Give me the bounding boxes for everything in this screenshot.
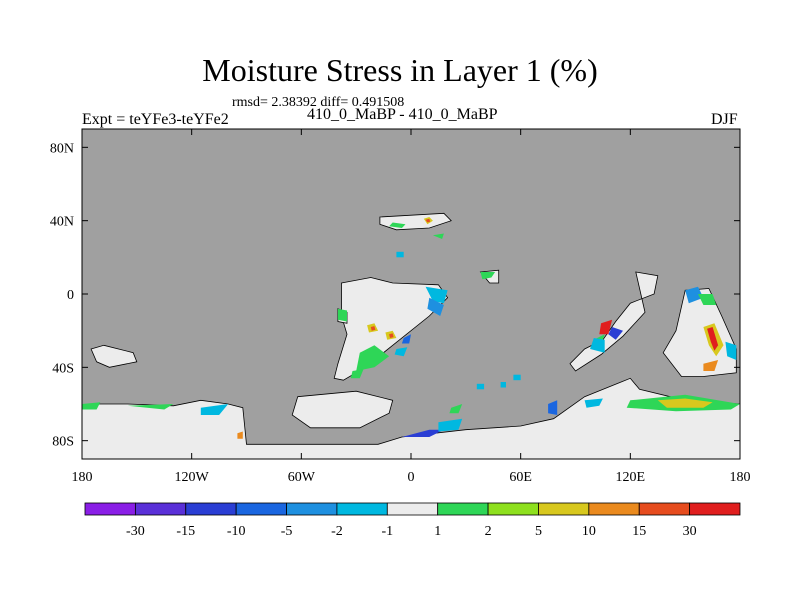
x-tick-label: 120W	[175, 470, 210, 485]
colorbar-label: -10	[227, 524, 246, 539]
land-weddell-shelf	[291, 390, 394, 429]
anomaly-pacific-blue-3	[500, 382, 506, 388]
anomaly-aus-blue	[685, 286, 704, 304]
y-tick-label: 40N	[50, 215, 74, 230]
y-tick-label: 0	[67, 288, 74, 303]
period-label: 410_0_MaBP - 410_0_MaBP	[307, 106, 498, 123]
anomaly-ant-blue-south	[401, 429, 444, 437]
colorbar-swatch	[386, 502, 439, 516]
anomaly-india-cyan	[590, 338, 605, 353]
colorbar-label: -1	[381, 524, 393, 539]
x-tick-label: 0	[408, 470, 415, 485]
anomaly-ant-blue-west	[200, 404, 229, 415]
colorbar-label: 1	[434, 524, 441, 539]
colorbar-swatch	[588, 502, 640, 516]
colorbar-swatch	[487, 502, 539, 516]
anomaly-africa-blue-2	[427, 297, 444, 316]
colorbar-label: -30	[126, 524, 145, 539]
anomaly-ant-green-west	[82, 402, 101, 410]
colorbar-swatch	[235, 502, 287, 516]
anomaly-ant-yellow-east	[657, 398, 713, 408]
colorbar-label: 15	[632, 524, 646, 539]
colorbar-label: 5	[535, 524, 542, 539]
x-tick-label: 180	[72, 470, 93, 485]
anomaly-caribbean-blue	[396, 251, 404, 258]
anomaly-ant-green-west-2	[127, 404, 174, 410]
colorbar-label: -2	[331, 524, 343, 539]
anomaly-africa-red-2	[389, 333, 394, 338]
anomaly-africa-dark-blue	[401, 334, 411, 344]
axis-ticks: 180 120W 60W 0 60E 120E 180 80N 40N 0 40S 80S	[50, 129, 751, 485]
anomaly-africa-green-2	[356, 345, 390, 371]
colorbar: -30 -15 -10 -5 -2 -1 1 2 5 10 15 30	[84, 502, 741, 539]
colorbar-label: 30	[683, 524, 697, 539]
anomaly-india-red	[599, 319, 613, 335]
anomaly-africa-blue-3	[394, 347, 408, 357]
land-south-america-tip	[90, 344, 138, 368]
colorbar-swatch	[134, 502, 187, 516]
anomaly-ant-blue-2	[548, 400, 558, 415]
x-tick-label: 60W	[288, 470, 316, 485]
anomaly-aus-blue-2	[725, 341, 737, 360]
colorbar-swatch	[689, 502, 741, 516]
x-tick-label: 120E	[616, 470, 646, 485]
y-tick-label: 80N	[50, 141, 74, 156]
colorbar-label: 2	[485, 524, 492, 539]
colorbar-swatch	[638, 502, 691, 516]
anomaly-layer	[82, 217, 740, 439]
x-tick-label: 60E	[509, 470, 532, 485]
anomaly-aus-orange	[703, 360, 719, 371]
colorbar-swatch	[185, 502, 237, 516]
anomaly-pacific-blue	[476, 383, 485, 390]
anomaly-med-green-2	[432, 233, 444, 239]
experiment-label: Expt = teYFe3-teYFe2	[82, 111, 229, 128]
colorbar-label: -15	[176, 524, 195, 539]
anomaly-ant-orange	[237, 431, 243, 439]
chart-title: Moisture Stress in Layer 1 (%)	[202, 52, 598, 88]
colorbar-label: -5	[281, 524, 293, 539]
anomaly-africa-blue	[425, 286, 448, 304]
anomaly-med-red	[425, 218, 431, 223]
colorbar-label: 10	[582, 524, 596, 539]
anomaly-arabia-green	[480, 272, 496, 280]
anomaly-africa-green-3	[350, 369, 364, 379]
season-label: DJF	[711, 111, 738, 128]
colorbar-swatch	[84, 502, 136, 516]
colorbar-swatch	[286, 502, 338, 516]
y-tick-label: 80S	[52, 435, 74, 450]
colorbar-swatch	[336, 502, 388, 516]
land-australia	[662, 288, 737, 377]
anomaly-aus-red	[707, 327, 719, 351]
anomaly-ant-green-south	[449, 404, 463, 414]
y-tick-label: 40S	[52, 361, 74, 376]
anomaly-med-green	[389, 222, 406, 228]
colorbar-swatch	[538, 502, 590, 516]
anomaly-ant-blue-east	[584, 398, 603, 408]
x-tick-label: 180	[730, 470, 751, 485]
colorbar-swatch	[437, 502, 489, 516]
anomaly-africa-red	[370, 326, 376, 331]
anomaly-ant-cyan-south	[438, 418, 463, 432]
anomaly-pacific-blue-2	[513, 374, 521, 381]
anomaly-india-blue	[608, 327, 623, 340]
anomaly-aus-green	[698, 294, 717, 305]
stats-label: rmsd= 2.38392 diff= 0.491508	[232, 95, 405, 110]
anomaly-africa-green	[337, 308, 347, 322]
